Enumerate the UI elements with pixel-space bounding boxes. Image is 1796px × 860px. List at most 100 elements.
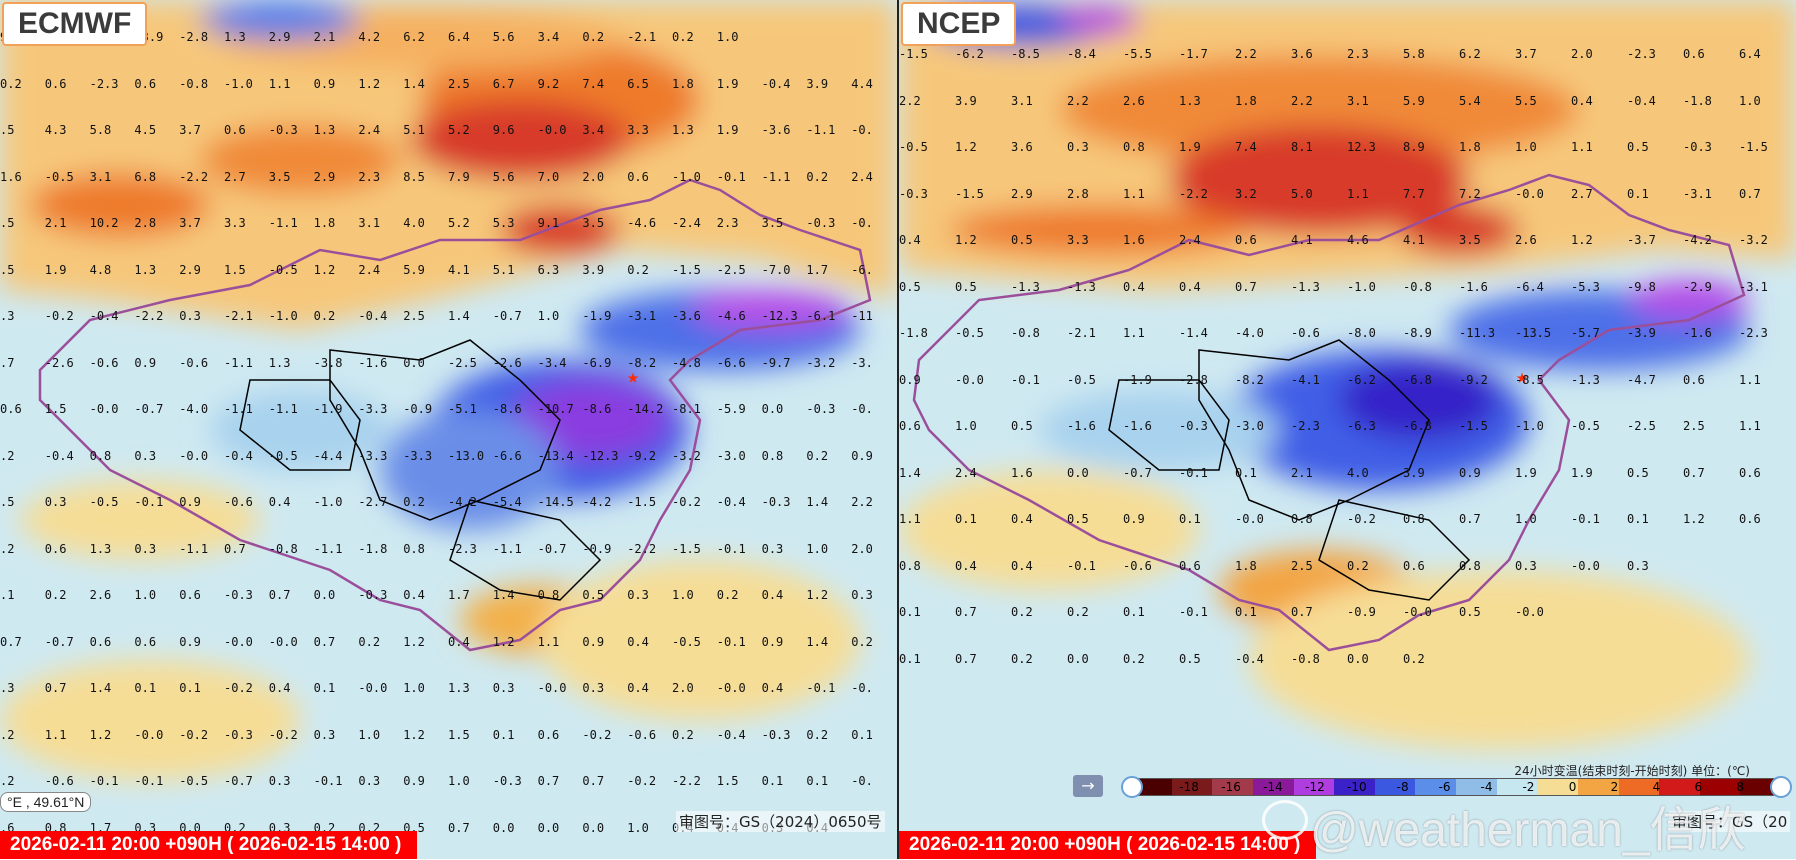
- grid-value: -6.8: [1403, 419, 1432, 433]
- grid-value: .2: [0, 774, 15, 788]
- grid-value: 0.1: [1235, 465, 1257, 480]
- grid-value: 0.4: [761, 588, 784, 602]
- grid-value: -3.7: [1627, 233, 1656, 247]
- grid-value: -2.7: [358, 495, 388, 509]
- grid-value: 0.2: [313, 309, 336, 323]
- grid-value: -3.9: [1627, 326, 1656, 340]
- grid-value: -0.5: [179, 774, 209, 788]
- grid-value: 0.2: [403, 495, 425, 509]
- grid-value: -0.4: [224, 448, 253, 463]
- grid-value: -6.1: [806, 309, 836, 323]
- grid-value: -3.6: [761, 123, 791, 137]
- grid-value: 0.5: [1627, 465, 1649, 480]
- forecast-time-bar: 2026-02-11 20:00 +090H ( 2026-02-15 14:0…: [0, 831, 418, 859]
- grid-value: 0.5: [1011, 233, 1033, 247]
- grid-value: -8.5: [1515, 372, 1544, 387]
- grid-value: -2.1: [224, 309, 253, 323]
- grid-value: -0.0: [179, 448, 209, 463]
- grid-value: -6.3: [1347, 419, 1376, 433]
- grid-value: -1.1: [224, 402, 253, 416]
- grid-value: 0.9: [134, 355, 157, 370]
- legend-color-swatch: [1659, 779, 1700, 795]
- grid-value: -1.9: [1123, 372, 1152, 387]
- grid-value: 1.4: [806, 634, 829, 649]
- grid-value: -1.8: [1683, 93, 1712, 108]
- grid-value: 12.3: [1347, 140, 1376, 154]
- grid-value: 1.1: [1123, 326, 1145, 340]
- grid-value: 8.1: [1291, 140, 1313, 154]
- grid-value: 1.2: [403, 727, 425, 742]
- grid-value: -6.6: [492, 448, 522, 463]
- legend-tick-label: 0: [1568, 780, 1577, 794]
- watermark: @weatherman_信欣: [1310, 804, 1746, 857]
- grid-value: -1.1: [268, 402, 298, 416]
- grid-value: 0.9: [179, 634, 201, 649]
- grid-value: 1.1: [1571, 140, 1593, 154]
- grid-value: 1.5: [448, 727, 470, 742]
- grid-value: 0.0: [403, 355, 425, 370]
- grid-value: 2.4: [358, 123, 381, 137]
- grid-value: 2.3: [1347, 47, 1369, 61]
- grid-value: -1.6: [1123, 419, 1152, 433]
- grid-value: -7.0: [761, 262, 791, 277]
- grid-value: -2.8: [1179, 372, 1208, 387]
- grid-value: 2.5: [448, 76, 470, 91]
- grid-value: 0.7: [537, 774, 560, 788]
- grid-value: -2.8: [179, 30, 209, 44]
- legend-max-handle[interactable]: [1770, 776, 1792, 798]
- country-border: [912, 173, 1746, 652]
- grid-value: 3.3: [224, 216, 246, 230]
- legend-min-handle[interactable]: [1121, 776, 1143, 798]
- grid-value: -4.2: [582, 495, 612, 509]
- grid-value: 0.6: [537, 727, 560, 742]
- grid-value: -0.1: [1067, 558, 1096, 573]
- grid-value: 2.5: [1683, 419, 1705, 433]
- grid-value: -8.6: [492, 402, 522, 416]
- grid-value: -0.4: [716, 727, 746, 742]
- grid-value: 1.1: [1739, 419, 1761, 433]
- grid-value: -0.6: [224, 495, 253, 509]
- legend-color-swatch: [1415, 779, 1456, 795]
- grid-value: 1.6: [1123, 233, 1145, 247]
- grid-value: -0.4: [44, 448, 74, 463]
- grid-value: -8.0: [1347, 326, 1376, 340]
- grid-value: 5.1: [492, 262, 515, 277]
- grid-value: -0.5: [268, 448, 298, 463]
- legend-toggle-button[interactable]: →: [1073, 775, 1103, 797]
- grid-value: 1.7: [448, 588, 470, 602]
- grid-value: 2.0: [1571, 47, 1593, 61]
- grid-value: 0.3: [313, 727, 336, 742]
- grid-value: 1.7: [806, 262, 829, 277]
- grid-value: 1.0: [672, 588, 694, 602]
- grid-value: 3.1: [89, 169, 112, 184]
- grid-value: -8.2: [627, 355, 657, 370]
- grid-value: 0.2: [806, 169, 829, 184]
- grid-value: -1.0: [224, 76, 253, 91]
- grid-value: -6.4: [1515, 279, 1544, 294]
- grid-value: -9.8: [1627, 279, 1656, 294]
- grid-value: 2.8: [1067, 186, 1089, 201]
- grid-value: 6.3: [537, 262, 560, 277]
- legend-color-swatch: [1456, 779, 1497, 795]
- grid-value: 2.2: [899, 93, 921, 108]
- grid-value: 3.5: [761, 216, 784, 230]
- grid-value: -0.4: [1627, 93, 1656, 108]
- grid-value: -8.5: [1011, 47, 1040, 61]
- grid-value: 8.5: [403, 169, 425, 184]
- grid-value: 0.2: [1067, 605, 1089, 619]
- grid-value: -2.5: [716, 262, 746, 277]
- grid-value: 0.2: [358, 634, 381, 649]
- grid-value: -12.3: [761, 309, 798, 323]
- grid-value: 0.5: [1459, 605, 1481, 619]
- grid-value: -2.2: [1179, 186, 1208, 201]
- forecast-time-bar: 2026-02-11 20:00 +090H ( 2026-02-15 14:0…: [899, 831, 1317, 859]
- grid-value: -2.5: [1627, 419, 1656, 433]
- grid-value: -3.0: [1235, 419, 1264, 433]
- grid-value: 5.6: [492, 30, 515, 44]
- grid-value: -0.0: [537, 681, 567, 695]
- grid-value: 0.3: [492, 681, 515, 695]
- grid-value: -11: [851, 309, 873, 323]
- grid-value: -0.2: [1347, 512, 1376, 526]
- legend-color-swatch: [1699, 779, 1741, 795]
